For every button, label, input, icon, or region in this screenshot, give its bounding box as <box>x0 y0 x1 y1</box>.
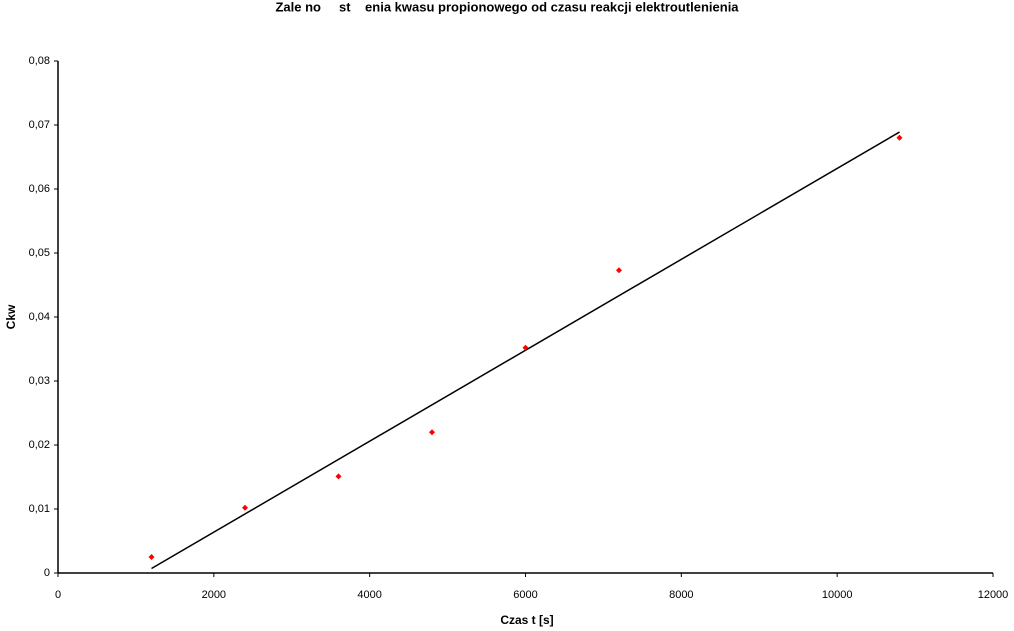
data-point <box>335 473 342 480</box>
y-tick-label: 0,04 <box>29 311 50 323</box>
y-tick-label: 0,02 <box>29 439 50 451</box>
data-point <box>896 134 903 141</box>
y-tick-label: 0,06 <box>29 183 50 195</box>
y-axis-label: Ckw <box>4 304 18 329</box>
x-tick-label: 8000 <box>669 589 693 601</box>
y-tick-label: 0,01 <box>29 503 50 515</box>
x-tick-label: 0 <box>55 589 61 601</box>
y-tick-label: 0 <box>44 567 50 579</box>
chart-title: Zale no st enia kwasu propionowego od cz… <box>275 0 739 14</box>
y-tick-label: 0,08 <box>29 55 50 67</box>
data-point <box>429 429 435 436</box>
x-axis-label: Czas t [s] <box>500 613 553 627</box>
x-tick-label: 10000 <box>822 589 853 601</box>
data-point <box>148 554 155 560</box>
data-point <box>522 344 529 351</box>
y-tick-label: 0,07 <box>29 119 50 131</box>
x-tick-label: 2000 <box>202 589 226 601</box>
data-point <box>242 504 248 511</box>
data-point <box>616 267 622 274</box>
x-tick-label: 4000 <box>357 589 381 601</box>
y-tick-label: 0,03 <box>29 375 50 387</box>
x-tick-label: 12000 <box>978 589 1009 601</box>
x-tick-label: 6000 <box>513 589 537 601</box>
y-tick-label: 0,05 <box>29 247 50 259</box>
